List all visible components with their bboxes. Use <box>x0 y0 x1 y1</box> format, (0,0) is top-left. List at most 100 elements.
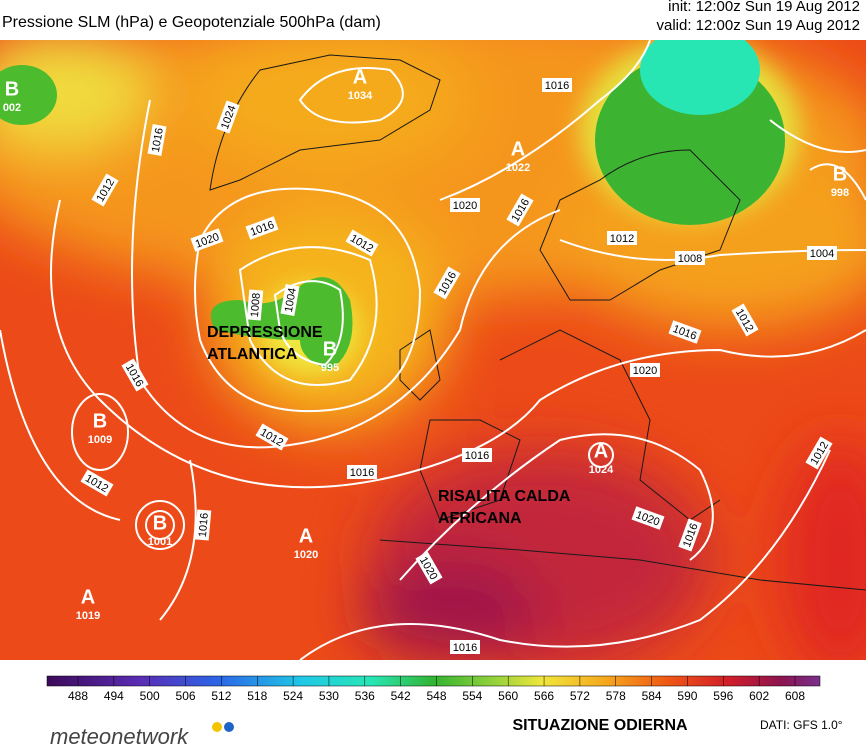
label-box <box>675 251 705 265</box>
colorbar-label: 542 <box>391 689 411 703</box>
isobar-label: 1004 <box>280 284 300 316</box>
title: Pressione SLM (hPa) e Geopotenziale 500h… <box>2 14 381 31</box>
center-value: 1020 <box>294 549 318 561</box>
colorbar-label: 596 <box>713 689 733 703</box>
label-box <box>807 246 837 260</box>
footer-source: DATI: GFS 1.0° <box>760 718 843 732</box>
isobar-text: 1020 <box>633 365 657 377</box>
init-time: init: 12:00z Sun 19 Aug 2012 <box>668 0 860 15</box>
isobar-label: 1016 <box>147 124 167 156</box>
isobar-text: 1016 <box>150 127 166 153</box>
label-box <box>805 436 833 470</box>
label-box <box>147 124 167 156</box>
colorbar-label: 518 <box>247 689 267 703</box>
colorbar-label: 524 <box>283 689 303 703</box>
isobar-text: 1016 <box>197 512 211 537</box>
label-box <box>245 216 279 240</box>
isobar-text: 1004 <box>810 248 834 260</box>
label-box <box>731 303 759 337</box>
label-box <box>630 363 660 377</box>
colorbar-label: 536 <box>355 689 375 703</box>
label-box <box>415 551 443 585</box>
isobar-text: 1008 <box>249 292 263 317</box>
center-type: B <box>833 163 847 185</box>
center-type: A <box>353 66 367 88</box>
isobar-label: 1020 <box>630 363 660 377</box>
center-type: B <box>93 410 107 432</box>
center-type: B <box>153 512 167 534</box>
label-box <box>194 509 212 541</box>
center-type: A <box>594 440 608 462</box>
label-box <box>462 448 492 462</box>
footer-title: SITUAZIONE ODIERNA <box>512 717 688 734</box>
colorbar-label: 512 <box>211 689 231 703</box>
label-box <box>678 518 702 552</box>
center-type: B <box>5 78 19 100</box>
colorbar-label: 602 <box>749 689 769 703</box>
label-box <box>246 289 264 321</box>
label-box <box>280 284 300 316</box>
colorbar-label: 530 <box>319 689 339 703</box>
colorbar-label: 494 <box>104 689 124 703</box>
isobar-label: 1016 <box>542 78 572 92</box>
isobar-label: 1016 <box>194 509 212 541</box>
isobar-text: 1016 <box>350 467 374 479</box>
isobar-label: 1016 <box>347 465 377 479</box>
colorbar-label: 566 <box>534 689 554 703</box>
label-box <box>255 423 289 451</box>
center-value: 998 <box>831 187 849 199</box>
colorbar-label: 590 <box>677 689 697 703</box>
center-value: 002 <box>3 102 21 114</box>
isobar-label: 1008 <box>675 251 705 265</box>
isobar-label: 1016 <box>462 448 492 462</box>
annotation: RISALITA CALDA <box>438 488 571 505</box>
annotation: DEPRESSIONE <box>207 324 323 341</box>
isobar-text: 1004 <box>283 287 299 313</box>
colorbar-label: 560 <box>498 689 518 703</box>
label-box <box>668 320 702 344</box>
center-type: A <box>511 138 525 160</box>
colorbar-label: 500 <box>140 689 160 703</box>
isobar-label: 1012 <box>607 231 637 245</box>
annotation: AFRICANA <box>438 510 522 527</box>
label-box <box>542 78 572 92</box>
colorbar-label: 548 <box>426 689 446 703</box>
colorbar-label: 608 <box>785 689 805 703</box>
colorbar-label: 488 <box>68 689 88 703</box>
center-value: 1009 <box>88 434 112 446</box>
isobar-text: 1020 <box>453 200 477 212</box>
map-field <box>0 40 866 660</box>
isobar-label: 1016 <box>450 640 480 654</box>
colorbar-label: 572 <box>570 689 590 703</box>
colorbar-label: 578 <box>606 689 626 703</box>
logo: meteonetwork <box>50 724 189 748</box>
colorbar-label: 506 <box>176 689 196 703</box>
colorbar-label: 554 <box>462 689 482 703</box>
label-box <box>80 469 114 497</box>
center-value: 1022 <box>506 162 530 174</box>
label-box <box>216 100 240 134</box>
valid-time: valid: 12:00z Sun 19 Aug 2012 <box>656 17 861 34</box>
label-box <box>631 506 665 530</box>
label-box <box>433 266 461 300</box>
logo-dot <box>224 722 234 732</box>
label-box <box>91 173 119 207</box>
label-box <box>450 198 480 212</box>
label-box <box>121 358 149 392</box>
center-type: A <box>81 586 95 608</box>
annotation: ATLANTICA <box>207 346 298 363</box>
colorbar <box>46 675 821 687</box>
center-value: 1034 <box>348 90 373 102</box>
isobar-text: 1016 <box>453 642 477 654</box>
logo-dot <box>212 722 222 732</box>
center-value: 1024 <box>589 464 614 476</box>
center-value: 1001 <box>148 536 172 548</box>
label-box <box>450 640 480 654</box>
isobar-text: 1016 <box>545 80 569 92</box>
isobar-label: 1004 <box>807 246 837 260</box>
isobar-text: 1012 <box>610 233 634 245</box>
colorbar-label: 584 <box>642 689 662 703</box>
label-box <box>347 465 377 479</box>
center-type: B <box>323 338 337 360</box>
